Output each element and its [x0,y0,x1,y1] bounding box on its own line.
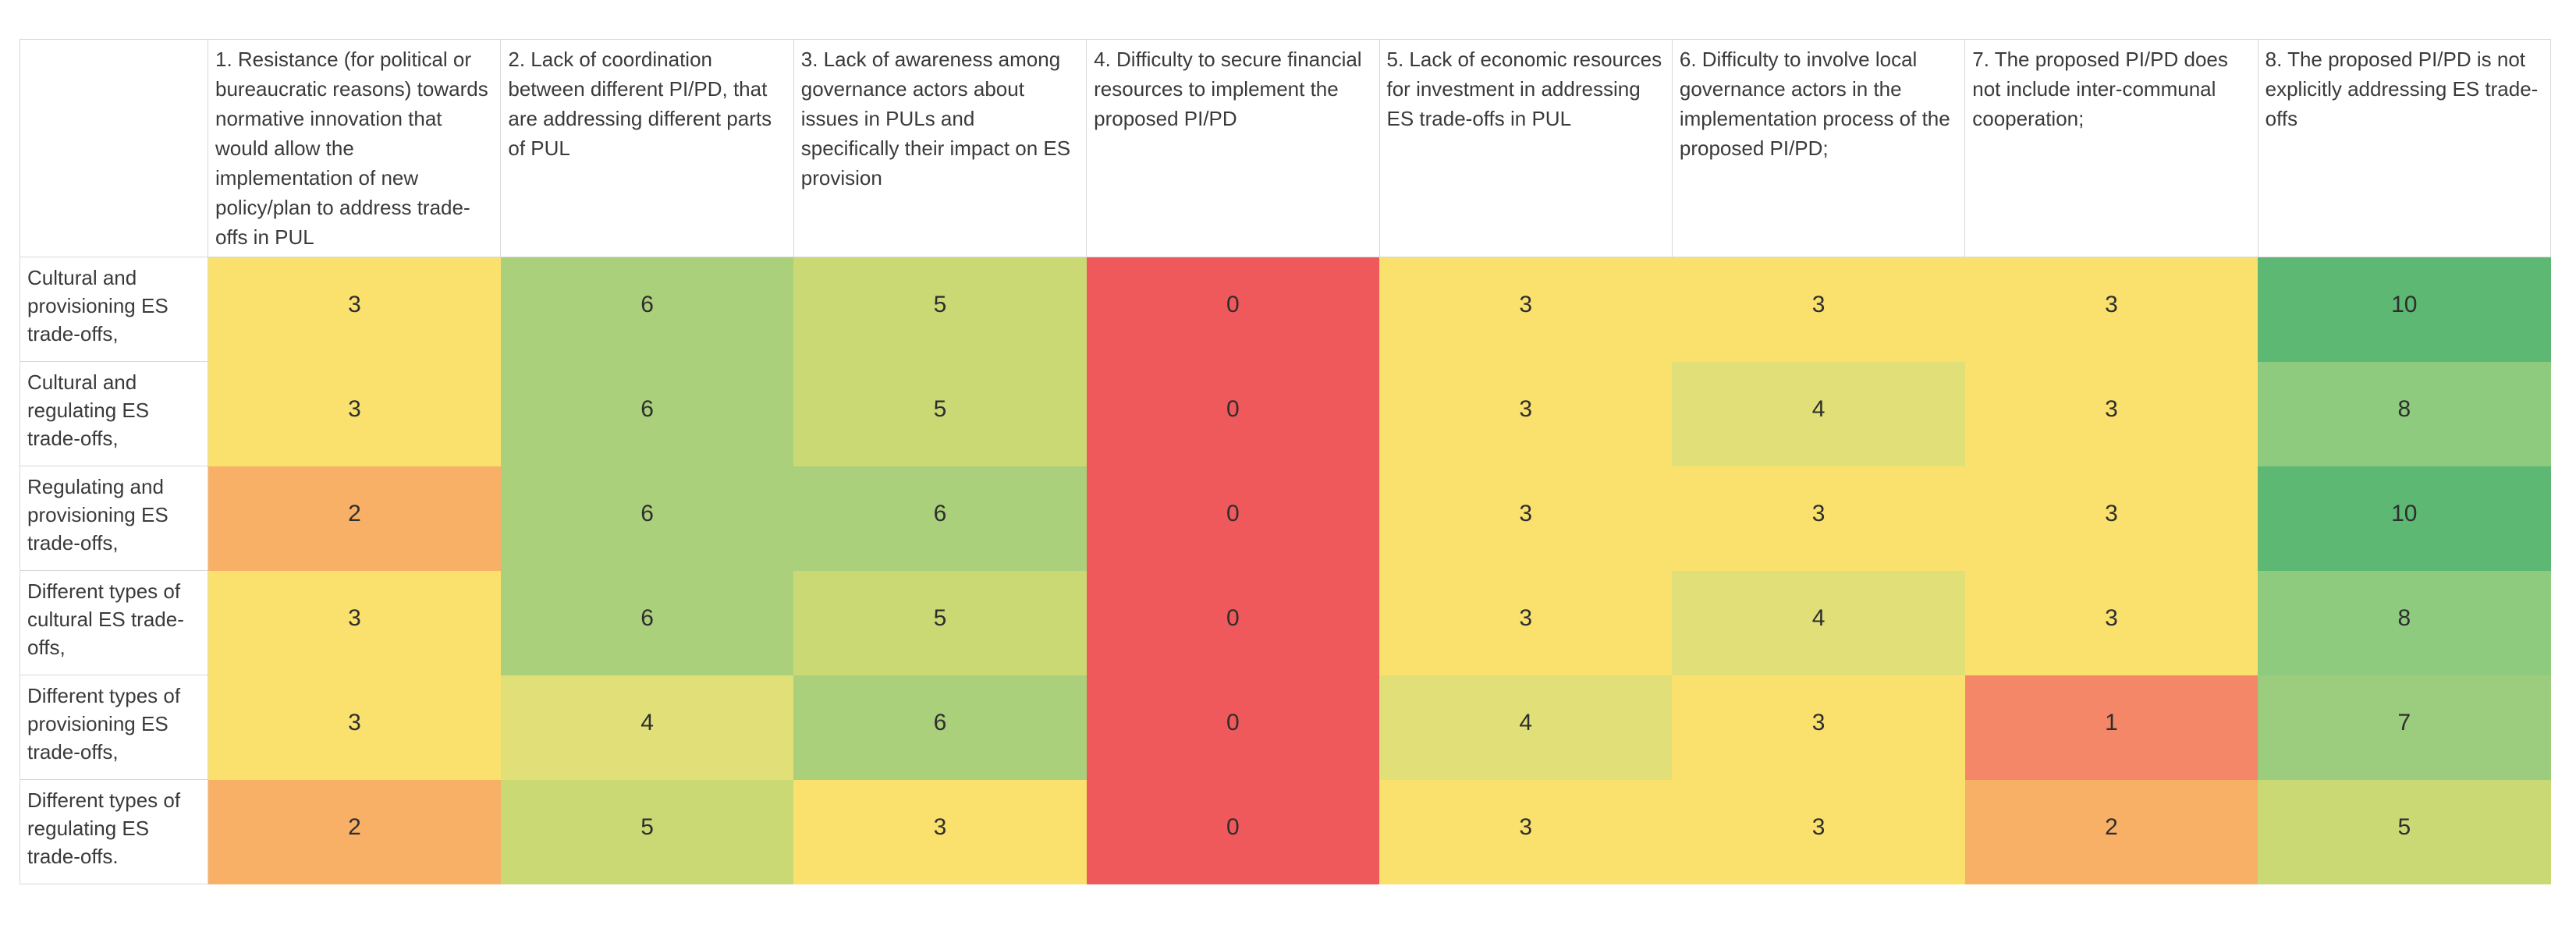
column-header: 6. Difficulty to involve local governanc… [1671,39,1966,257]
heatmap-cell: 3 [1672,779,1965,884]
heatmap-cell: 6 [793,675,1087,780]
heatmap-cell: 3 [1379,361,1673,466]
row-header: Regulating and provisioning ES trade-off… [20,466,208,571]
row-header: Cultural and regulating ES trade-offs, [20,361,208,466]
heatmap-cell: 3 [208,257,501,362]
heatmap-cell: 4 [1672,570,1965,675]
heatmap-cell: 3 [1379,570,1673,675]
heatmap-cell: 3 [1379,466,1673,571]
heatmap-cell: 6 [500,466,794,571]
table-row: Regulating and provisioning ES trade-off… [20,466,2551,571]
table-row: Different types of provisioning ES trade… [20,675,2551,780]
heatmap-cell: 5 [793,361,1087,466]
heatmap-cell: 8 [2258,570,2551,675]
heatmap-cell: 5 [2258,779,2551,884]
heatmap-cell: 5 [793,570,1087,675]
heatmap-cell: 5 [793,257,1087,362]
column-header: 1. Resistance (for political or bureaucr… [207,39,502,257]
heatmap-cell: 1 [1964,675,2258,780]
heatmap-cell: 0 [1086,675,1379,780]
heatmap-cell: 3 [208,361,501,466]
heatmap-cell: 6 [500,257,794,362]
table-row: Different types of cultural ES trade-off… [20,570,2551,675]
column-header: 4. Difficulty to secure financial resour… [1086,39,1380,257]
heatmap-cell: 8 [2258,361,2551,466]
heatmap-cell: 3 [1964,570,2258,675]
row-header: Cultural and provisioning ES trade-offs, [20,257,208,362]
heatmap-cell: 2 [208,779,501,884]
heatmap-cell: 5 [500,779,794,884]
heatmap-cell: 2 [1964,779,2258,884]
heatmap-cell: 0 [1086,779,1379,884]
heatmap-cell: 3 [1672,675,1965,780]
heatmap-cell: 6 [793,466,1087,571]
heatmap-cell: 0 [1086,257,1379,362]
header-row: 1. Resistance (for political or bureaucr… [20,39,2552,257]
heatmap-cell: 3 [793,779,1087,884]
heatmap-cell: 4 [500,675,794,780]
column-header: 5. Lack of economic resources for invest… [1378,39,1673,257]
heatmap-cell: 7 [2258,675,2551,780]
heatmap-cell: 3 [1379,779,1673,884]
heatmap-cell: 3 [208,675,501,780]
heatmap-cell: 6 [500,570,794,675]
heatmap-cell: 3 [1672,466,1965,571]
column-header: 2. Lack of coordination between differen… [500,39,794,257]
heatmap-cell: 3 [1964,257,2258,362]
column-header: 3. Lack of awareness among governance ac… [793,39,1088,257]
heatmap-cell: 4 [1379,675,1673,780]
heatmap-cell: 3 [1672,257,1965,362]
heatmap-cell: 0 [1086,466,1379,571]
table-row: Different types of regulating ES trade-o… [20,779,2551,884]
heatmap-cell: 6 [500,361,794,466]
heatmap-cell: 3 [1379,257,1673,362]
heatmap-cell: 3 [208,570,501,675]
heatmap-cell: 0 [1086,570,1379,675]
heatmap-cell: 0 [1086,361,1379,466]
heatmap-cell: 3 [1964,361,2258,466]
heatmap-cell: 3 [1964,466,2258,571]
row-header: Different types of cultural ES trade-off… [20,570,208,675]
row-header: Different types of regulating ES trade-o… [20,779,208,884]
heatmap-table: 1. Resistance (for political or bureaucr… [20,39,2552,884]
heatmap-cell: 10 [2258,257,2551,362]
column-header: 7. The proposed PI/PD does not include i… [1964,39,2258,257]
table-row: Cultural and regulating ES trade-offs, 3 6… [20,361,2551,466]
column-header: 8. The proposed PI/PD is not explicitly … [2257,39,2552,257]
row-header: Different types of provisioning ES trade… [20,675,208,780]
table-row: Cultural and provisioning ES trade-offs,… [20,257,2551,362]
heatmap-cell: 2 [208,466,501,571]
corner-cell [20,39,208,257]
heatmap-cell: 10 [2258,466,2551,571]
heatmap-cell: 4 [1672,361,1965,466]
